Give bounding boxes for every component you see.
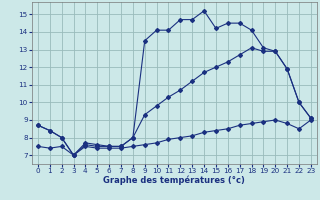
X-axis label: Graphe des températures (°c): Graphe des températures (°c) xyxy=(103,176,245,185)
